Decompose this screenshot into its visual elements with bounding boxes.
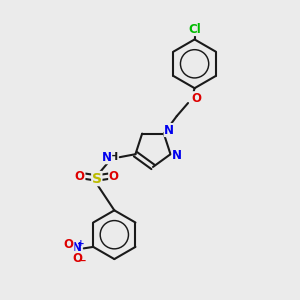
Text: O: O: [75, 170, 85, 183]
Text: N: N: [172, 149, 182, 162]
Text: −: −: [78, 256, 86, 266]
Text: N: N: [164, 124, 174, 136]
Text: Cl: Cl: [188, 22, 201, 35]
Text: N: N: [102, 151, 112, 164]
Text: O: O: [109, 170, 119, 183]
Text: O: O: [72, 252, 82, 265]
Text: O: O: [191, 92, 201, 105]
Text: H: H: [109, 152, 118, 162]
Text: N: N: [72, 241, 82, 254]
Text: +: +: [77, 238, 85, 247]
Text: O: O: [64, 238, 74, 251]
Text: S: S: [92, 172, 102, 186]
